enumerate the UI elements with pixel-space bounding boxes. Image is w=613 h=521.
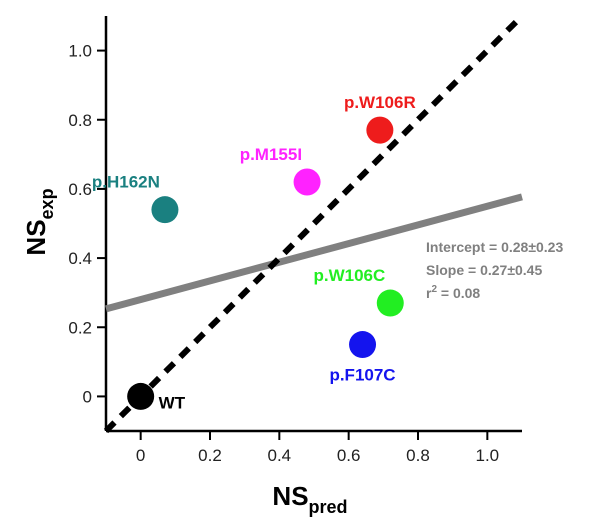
y-tick-label-2: 0.4 — [68, 249, 92, 268]
point-label-p-w106r: p.W106R — [344, 93, 416, 112]
annotation-r-sup: 2 — [431, 284, 437, 295]
point-label-p-m155i: p.M155I — [240, 145, 302, 164]
point-wt — [127, 382, 155, 410]
y-axis-title-main: NS — [21, 219, 51, 255]
point-p-w106r — [366, 116, 394, 144]
identity-dashed-line — [103, 13, 525, 434]
annotation-r: r — [426, 285, 432, 301]
regression-annotation: Intercept = 0.28±0.23 Slope = 0.27±0.45 … — [426, 239, 563, 301]
y-tick-label-4: 0.8 — [68, 111, 92, 130]
point-p-f107c — [349, 331, 377, 359]
point-label-p-f107c: p.F107C — [329, 366, 395, 385]
x-tick-label-0: 0 — [136, 446, 145, 465]
annotation-intercept: Intercept = 0.28±0.23 — [426, 239, 563, 255]
x-tick-label-5: 1.0 — [476, 446, 500, 465]
data-points — [127, 116, 404, 410]
point-label-wt: WT — [159, 393, 186, 412]
point-p-m155i — [293, 168, 321, 196]
y-tick-label-1: 0.2 — [68, 318, 92, 337]
y-axis-title-sub: exp — [37, 188, 57, 219]
point-label-p-w106c: p.W106C — [313, 266, 385, 285]
y-tick-label-5: 1.0 — [68, 42, 92, 61]
x-tick-label-1: 0.2 — [198, 446, 222, 465]
regression-line — [105, 193, 523, 313]
annotation-r-value: = 0.08 — [437, 285, 480, 301]
point-label-p-h162n: p.H162N — [92, 173, 160, 192]
x-tick-label-3: 0.6 — [337, 446, 361, 465]
point-p-w106c — [376, 289, 404, 317]
point-p-h162n — [151, 196, 179, 224]
annotation-r-squared: r2 = 0.08 — [426, 284, 480, 301]
x-axis-title: NSpred — [272, 481, 347, 517]
x-tick-label-2: 0.4 — [268, 446, 292, 465]
y-tick-label-3: 0.6 — [68, 180, 92, 199]
annotation-slope: Slope = 0.27±0.45 — [426, 262, 542, 278]
axes: 0 0.2 0.4 0.6 0.8 1.0 0 0.2 0.4 0.6 0.8 1.0 — [68, 16, 522, 465]
x-axis-title-main: NS — [272, 481, 308, 511]
x-axis-title-sub: pred — [309, 497, 348, 517]
x-tick-label-4: 0.8 — [406, 446, 430, 465]
y-axis-title: NSexp — [21, 188, 57, 255]
trend-lines — [103, 13, 525, 434]
point-labels: WT p.H162N p.M155I p.W106R p.W106C p.F107C — [92, 93, 416, 412]
y-tick-label-0: 0 — [83, 387, 92, 406]
